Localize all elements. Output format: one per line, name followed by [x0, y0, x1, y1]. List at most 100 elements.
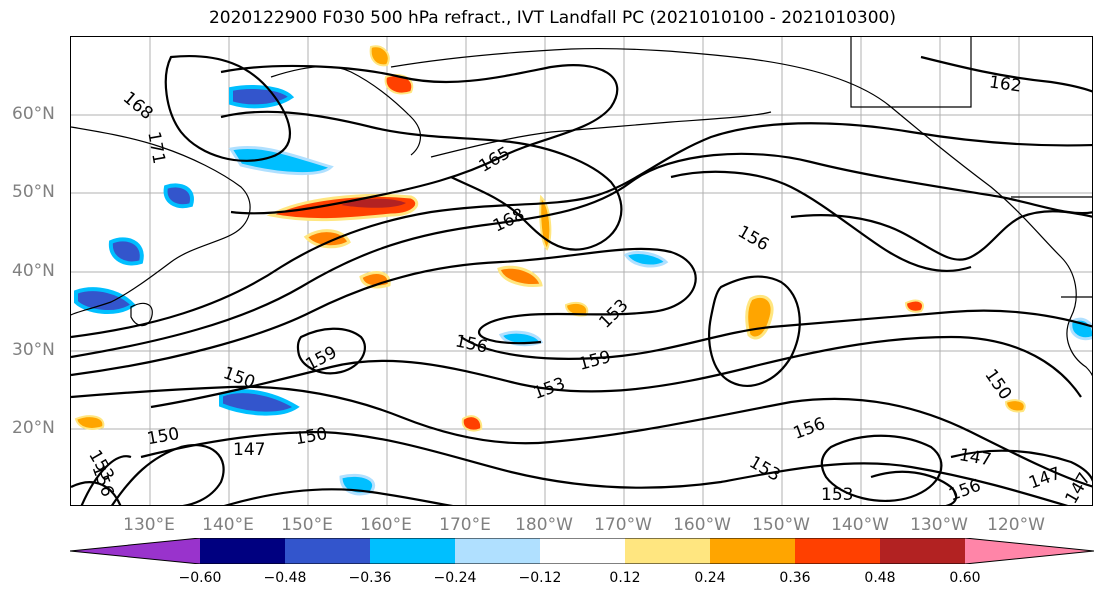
- gridlines: [71, 37, 1092, 505]
- contour-label: 156: [734, 222, 772, 256]
- shading-patch: [369, 45, 390, 67]
- contour-line: [164, 55, 291, 162]
- contour-label: 156: [453, 331, 489, 357]
- colorbar-tick: −0.48: [263, 570, 307, 586]
- colorbar-segment: [285, 538, 370, 564]
- lat-label-50n: 50°N: [12, 182, 55, 202]
- asia-coastline: [71, 126, 251, 316]
- contour-label: 147: [1026, 464, 1063, 494]
- contour-line: [150, 335, 1082, 409]
- aleutian-coastline: [430, 111, 772, 158]
- shading-patch: [74, 415, 105, 430]
- contour-line: [71, 385, 1092, 488]
- contour-line: [111, 444, 225, 505]
- lon-label-130e: 130°E: [123, 515, 175, 535]
- lon-label-160e: 160°E: [360, 515, 412, 535]
- shading-patch: [623, 251, 669, 268]
- contour-line: [870, 470, 958, 505]
- contour-label: 147: [233, 440, 265, 460]
- colorbar-tick: −0.36: [348, 570, 392, 586]
- shading-patch: [266, 193, 419, 222]
- colorbar: [70, 538, 1094, 564]
- lon-label-160w: 160°W: [673, 515, 731, 535]
- shading-patch: [461, 415, 483, 432]
- contour-label: 162: [988, 72, 1023, 96]
- lon-label-140e: 140°E: [202, 515, 254, 535]
- colorbar-tick: 0.60: [949, 570, 981, 586]
- shading-patches: [74, 45, 1092, 496]
- lat-label-30n: 30°N: [12, 340, 55, 360]
- contour-line: [920, 55, 1092, 93]
- contour-line: [296, 327, 366, 375]
- contour-line: [220, 110, 623, 251]
- colorbar-segment: [540, 538, 625, 564]
- contour-line: [790, 210, 1092, 261]
- colorbar-segment: [795, 538, 880, 564]
- shading-patch: [1004, 399, 1026, 413]
- lon-label-150e: 150°E: [281, 515, 333, 535]
- lat-label-40n: 40°N: [12, 261, 55, 281]
- colorbar-tick: −0.12: [518, 570, 562, 586]
- contour-line: [708, 275, 801, 387]
- lon-label-120w: 120°W: [987, 515, 1045, 535]
- contour-line: [71, 122, 1092, 339]
- shading-patch: [219, 389, 300, 416]
- shading-patch: [904, 299, 925, 313]
- colorbar-tick: −0.24: [433, 570, 477, 586]
- contour-label: 168: [119, 88, 157, 124]
- contour-line: [223, 488, 453, 505]
- lon-label-140w: 140°W: [831, 515, 889, 535]
- contour-line: [71, 152, 1092, 359]
- contour-label: 156: [791, 414, 828, 444]
- height-contours: [71, 55, 1092, 505]
- contour-line: [460, 309, 1092, 360]
- lon-label-150w: 150°W: [752, 515, 810, 535]
- shading-patch: [228, 145, 334, 175]
- lon-label-180w: 180°W: [515, 515, 573, 535]
- contour-line: [820, 434, 943, 502]
- contour-line: [220, 64, 619, 215]
- map-svg: 168 171 165 168 162 156 159 156 153 159 …: [71, 37, 1092, 506]
- contour-line: [950, 449, 1092, 482]
- colorbar-segment: [880, 538, 965, 564]
- lon-label-130w: 130°W: [910, 515, 968, 535]
- contour-label: 150: [145, 424, 180, 449]
- contour-label: 156: [946, 476, 983, 506]
- colorbar-tick: 0.36: [779, 570, 811, 586]
- north-america-coastline: [390, 47, 1092, 377]
- shading-patch: [108, 237, 144, 266]
- shading-patch: [303, 229, 351, 249]
- contour-label: 168: [490, 205, 528, 237]
- contour-label: 153: [821, 485, 853, 505]
- lon-label-170e: 170°E: [439, 515, 491, 535]
- colorbar-tick: 0.24: [694, 570, 726, 586]
- colorbar-tick: −0.60: [178, 570, 222, 586]
- contour-label: 147: [957, 445, 992, 470]
- contour-label: 165: [476, 143, 514, 177]
- border-canada: [850, 37, 972, 108]
- lon-label-170w: 170°W: [594, 515, 652, 535]
- contour-line: [71, 247, 697, 377]
- contour-label: 150: [980, 366, 1015, 404]
- colorbar-tick: 0.12: [609, 570, 641, 586]
- contour-label: 150: [220, 363, 257, 393]
- colorbar-segment: [710, 538, 795, 564]
- map-panel: 168 171 165 168 162 156 159 156 153 159 …: [70, 36, 1093, 506]
- shading-patch: [384, 73, 414, 95]
- shading-patch: [74, 287, 137, 314]
- figure-title: 2020122900 F030 500 hPa refract., IVT La…: [208, 8, 896, 28]
- contour-label: 150: [293, 424, 328, 449]
- contour-label: 153: [595, 295, 632, 332]
- contour-line: [670, 170, 972, 272]
- contour-label: 171: [143, 130, 168, 165]
- colorbar-extend-low: [70, 538, 200, 564]
- japan-coastline: [130, 302, 153, 327]
- shading-patch: [229, 85, 295, 109]
- colorbar-segment: [200, 538, 285, 564]
- contour-line: [80, 455, 132, 505]
- coastlines: [71, 37, 1092, 377]
- shading-patch: [497, 265, 543, 287]
- shading-patch: [163, 183, 194, 208]
- lat-label-20n: 20°N: [12, 418, 55, 438]
- lat-label-60n: 60°N: [12, 104, 55, 124]
